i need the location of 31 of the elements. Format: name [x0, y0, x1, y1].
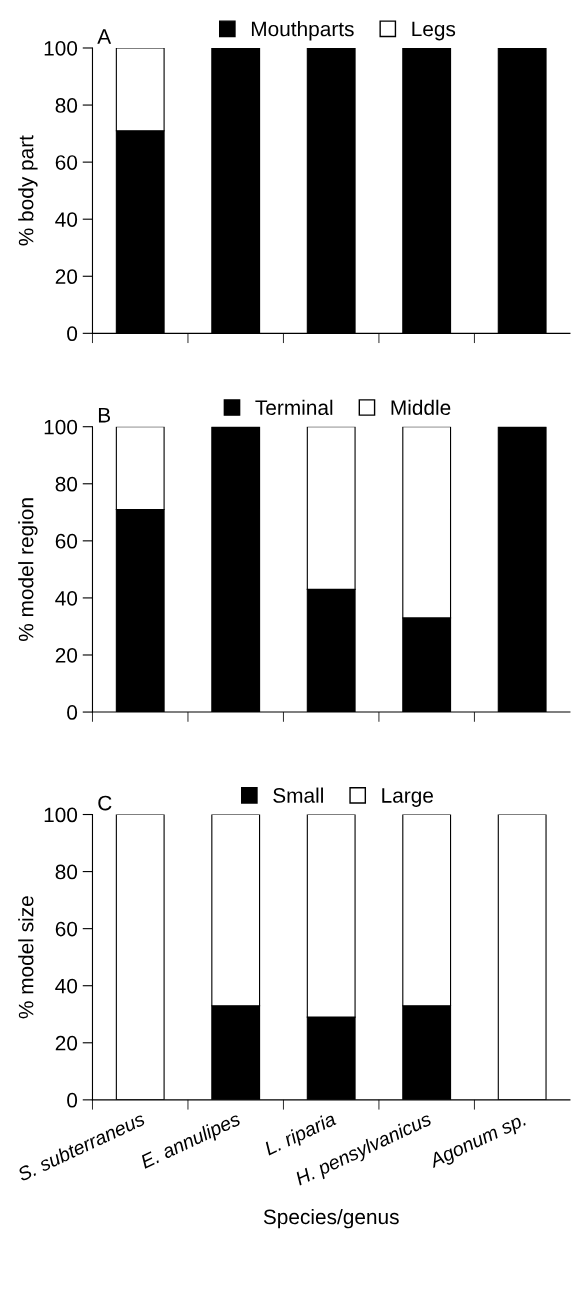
y-tick-label: 0: [67, 326, 78, 342]
legend-label: Terminal: [255, 399, 333, 416]
legend-label: Small: [273, 787, 323, 803]
y-axis-title: % body part: [18, 135, 38, 246]
text: B: [98, 408, 111, 423]
y-tick-label: 80: [55, 864, 78, 880]
y-tick-label: 100: [44, 40, 78, 56]
y-tick-label: 60: [55, 533, 78, 549]
y-tick-label: 60: [55, 921, 78, 937]
y-tick-label: 40: [55, 590, 78, 606]
legend-label: Mouthparts: [251, 21, 354, 41]
legend-label: Legs: [412, 21, 456, 41]
y-tick-label: 100: [44, 807, 78, 823]
y-tick-label: 20: [55, 269, 78, 285]
text: C: [98, 795, 112, 811]
y-tick-label: 60: [55, 155, 78, 170]
y-tick-label: 20: [55, 1035, 78, 1051]
y-axis-title: % model size: [18, 896, 34, 1019]
y-tick-label: 40: [55, 212, 78, 227]
y-axis-title: % model region: [18, 498, 38, 642]
y-tick-label: 20: [55, 647, 78, 663]
y-tick-label: 100: [44, 419, 78, 435]
y-tick-label: 0: [67, 1092, 78, 1108]
y-tick-label: 80: [55, 98, 78, 113]
text: A: [97, 29, 112, 44]
y-tick-label: 0: [67, 705, 78, 720]
x-axis-title: Species/genus: [263, 1208, 399, 1229]
y-tick-label: 80: [55, 476, 78, 492]
legend-label: Middle: [391, 399, 451, 416]
y-tick-label: 40: [55, 978, 78, 994]
legend-label: Large: [382, 788, 433, 807]
